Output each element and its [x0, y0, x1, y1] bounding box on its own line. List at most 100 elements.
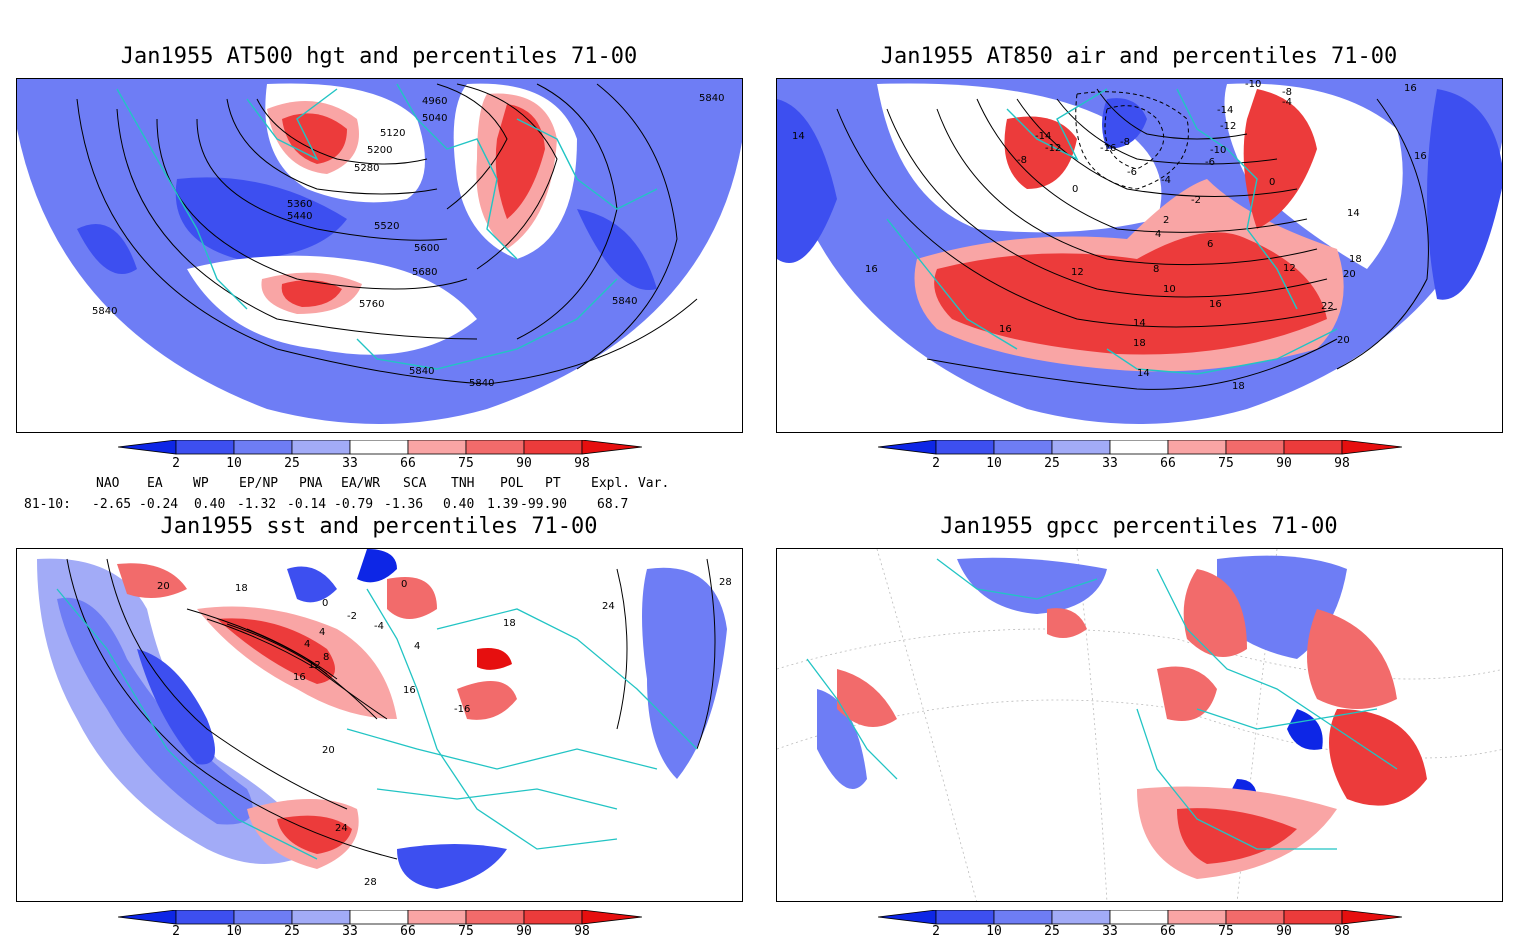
percentile-area-low: [1102, 98, 1147, 149]
contour-label: 20: [157, 581, 170, 592]
index-header: EA: [147, 476, 163, 491]
colorbar-swatch: [993, 439, 1053, 455]
colorbar-swatch: [349, 909, 409, 925]
index-value: -0.79: [334, 497, 374, 512]
contour-label: 0: [401, 579, 407, 590]
contour-label: 4: [1155, 229, 1161, 240]
index-row-label: 81-10:: [24, 497, 71, 512]
percentile-area-low: [357, 549, 397, 583]
map-panel-gpcc: [776, 548, 1503, 902]
index-header: PT: [545, 476, 561, 491]
contour-label: 12: [308, 660, 321, 671]
percentile-area-high: [217, 618, 335, 684]
percentile-area-high: [277, 815, 352, 854]
colorbar-swatch: [465, 439, 525, 455]
contour-label: -16: [1100, 143, 1116, 154]
colorbar-tick: 10: [226, 456, 242, 471]
contour-label: 5200: [367, 145, 392, 156]
contour-label: 5840: [699, 93, 724, 104]
colorbar-swatch: [291, 439, 351, 455]
contour-label: -4: [1161, 175, 1171, 186]
contour-label: 5840: [469, 378, 494, 389]
panel-title-gpcc: Jan1955 gpcc percentiles 71-00: [940, 514, 1338, 539]
colorbar-tick: 90: [1276, 924, 1292, 939]
percentile-area-low: [77, 224, 137, 274]
index-value: 1.39: [487, 497, 519, 512]
index-header: EP/NP: [239, 476, 279, 491]
index-header: Expl. Var.: [591, 476, 670, 491]
colorbar-bottom-left: 2 10 25 33 66 75 90 98: [117, 909, 643, 944]
colorbar-swatch: [291, 909, 351, 925]
contour-label: 28: [364, 877, 377, 888]
colorbar-tick: 66: [1160, 456, 1176, 471]
colorbar-swatch: [1167, 439, 1227, 455]
contour-label: -6: [1205, 157, 1215, 168]
percentile-area-high: [495, 104, 545, 219]
contour-label: 4: [414, 641, 420, 652]
contour-label: -8: [1282, 87, 1292, 98]
contour-label: 24: [335, 823, 348, 834]
colorbar-tick: 33: [342, 924, 358, 939]
contour-label: -12: [1045, 143, 1061, 154]
colorbar-tick: 10: [986, 924, 1002, 939]
contour-label: 16: [865, 264, 878, 275]
colorbar-tick: 10: [226, 924, 242, 939]
colorbar-swatch: [1283, 439, 1343, 455]
colorbar-svg: [117, 439, 643, 455]
contour-label: 5120: [380, 128, 405, 139]
contour-label: 0: [1269, 177, 1275, 188]
index-header: POL: [500, 476, 524, 491]
contour-label: 0: [322, 598, 328, 609]
colorbar-tick: 90: [516, 456, 532, 471]
colorbar-tick: 25: [1044, 924, 1060, 939]
colorbar-tick: 98: [574, 456, 590, 471]
percentile-area-high: [457, 681, 517, 720]
percentile-area-low: [397, 844, 507, 889]
map-sst-svg: 20 18 0 4 0 -2 -4 4 8 12 16 4 -16 24 20 …: [37, 549, 732, 889]
percentile-area-low: [57, 597, 253, 825]
percentile-area-high: [117, 563, 187, 598]
contour-label: 18: [1232, 381, 1245, 392]
index-value: -0.14: [287, 497, 327, 512]
colorbar-tick: 98: [1334, 924, 1350, 939]
contour-label: 10: [1163, 284, 1176, 295]
contour-label: 20: [1337, 335, 1350, 346]
index-value: -1.32: [237, 497, 277, 512]
contour-label: 8: [1153, 264, 1159, 275]
colorbar-tick: 2: [932, 456, 940, 471]
contour-label: 16: [1414, 151, 1427, 162]
contour-label: 5840: [612, 296, 637, 307]
contour-label: 20: [322, 745, 335, 756]
percentile-area-high: [387, 577, 437, 619]
panel-title-hgt500: Jan1955 AT500 hgt and percentiles 71-00: [120, 44, 638, 69]
contour-label: 5840: [409, 366, 434, 377]
contour-label: 6: [1207, 239, 1213, 250]
colorbar-top-right: 2 10 25 33 66 75 90 98: [877, 439, 1403, 474]
colorbar-tick: 25: [284, 456, 300, 471]
colorbar-tick: 98: [574, 924, 590, 939]
contour-label: 18: [235, 583, 248, 594]
colorbar-swatch: [993, 909, 1053, 925]
colorbar-swatch: [1283, 909, 1343, 925]
contour-label: -8: [1120, 137, 1130, 148]
map-air850-svg: -10 -8 -14 -12 -4 -14 -12 -16 -8 -10 -6 …: [777, 79, 1502, 424]
contour-label: 2: [1163, 215, 1169, 226]
contour-label: 4: [319, 627, 325, 638]
contour-label: 12: [1283, 263, 1296, 274]
colorbar-tick: 2: [932, 924, 940, 939]
percentile-area-high: [1004, 116, 1077, 189]
colorbar-swatch: [175, 909, 235, 925]
contour-label: 5600: [414, 243, 439, 254]
contour-label: 14: [1133, 318, 1146, 329]
percentile-area-high: [282, 113, 347, 164]
colorbar-swatch: [1225, 909, 1285, 925]
percentile-area-high: [1329, 709, 1427, 806]
colorbar-swatch: [523, 439, 583, 455]
colorbar-swatch: [877, 439, 937, 455]
colorbar-swatch: [935, 909, 995, 925]
index-header: TNH: [451, 476, 475, 491]
map-gpcc-svg: [777, 549, 1502, 901]
contour-label: 24: [602, 601, 615, 612]
colorbar-swatch: [581, 439, 643, 455]
colorbar-tick: 75: [1218, 456, 1234, 471]
